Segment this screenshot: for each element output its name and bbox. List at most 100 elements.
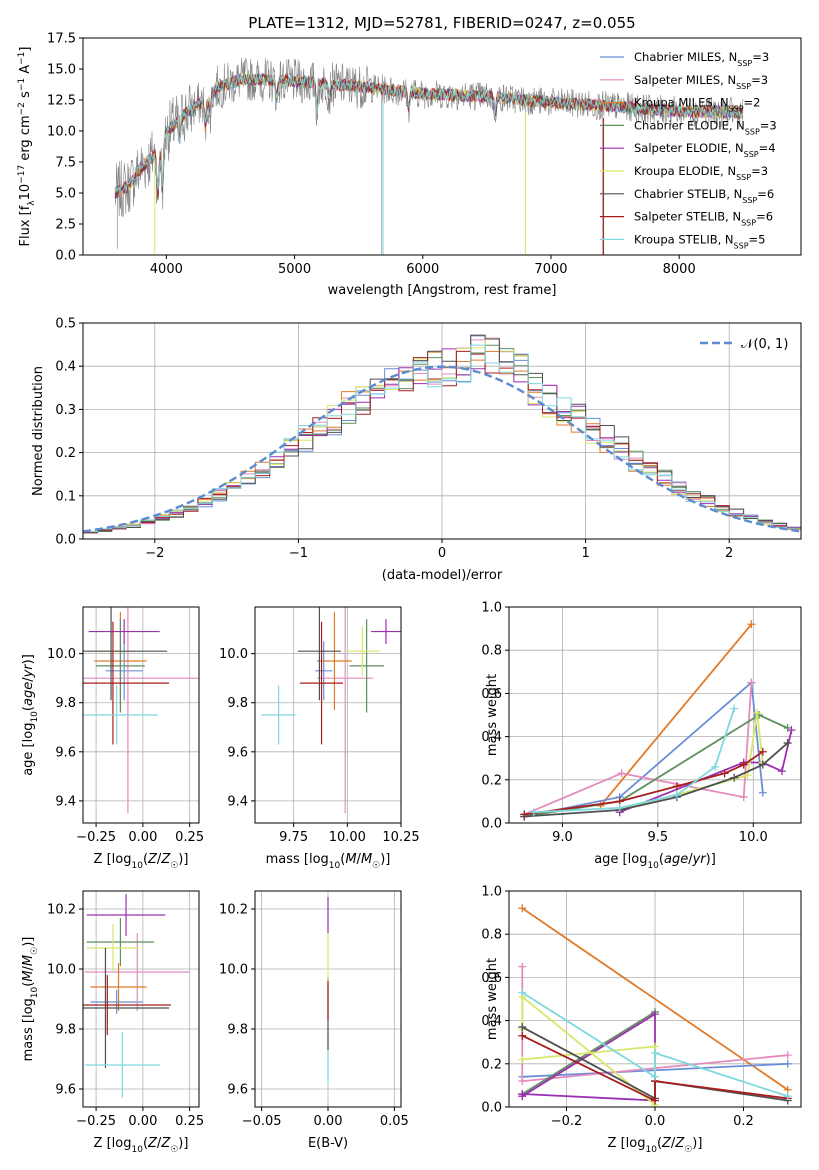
axes-frame [508, 606, 802, 824]
legend-label-text: =3 [751, 164, 768, 178]
plot-area [509, 607, 801, 823]
x-axis-label-part: Z [661, 1136, 672, 1151]
axes-decor: 4000 5000 6000 7000 8000 0.0 2.5 5.0 7.5 10.0 12.5… [17, 32, 802, 298]
y-tick-label: 9.8 [227, 1023, 248, 1038]
errorbar-salpeter-stelib [83, 621, 170, 745]
series-point [672, 782, 681, 791]
series-point [518, 1023, 527, 1032]
x-tick-label: 7000 [534, 262, 567, 277]
x-axis-label: Z [log10(Z/Z☉)] [94, 852, 189, 871]
errorbar-chabrier-elodie [86, 918, 155, 966]
series-point [651, 1010, 659, 1019]
y-tick-label: 1.0 [481, 885, 502, 900]
errorbar-salpeter-miles [84, 933, 190, 1011]
x-axis-label: age [log10(age/yr)] [594, 852, 716, 871]
x-axis-label-part: )] [178, 852, 188, 867]
series-point [787, 726, 796, 735]
series-line [524, 713, 788, 818]
legend-label-text: Salpeter ELODIE, N [634, 141, 744, 155]
x-axis-label-part: Z [674, 1136, 685, 1151]
y-tick-label: 0.1 [55, 489, 76, 504]
legend-label-text: =5 [749, 232, 766, 246]
y-axis-label-part: A [18, 65, 33, 78]
axes-decor: −0.25 0.00 0.259.49.69.810.0Z [log10(Z/Z☉)… [21, 606, 204, 871]
x-axis-label-part: Z [147, 852, 158, 867]
x-axis-label-part: Z [160, 1136, 171, 1151]
x-axis-label-part: / [157, 1136, 162, 1151]
series-point [730, 704, 739, 713]
y-tick-label: 9.4 [227, 794, 248, 809]
y-tick-label: 15.0 [47, 63, 76, 78]
x-tick-label: 0.0 [645, 1114, 666, 1129]
errorbar-kroupa-stelib [84, 1032, 160, 1098]
histogram-step-kroupa-stelib [83, 344, 801, 539]
x-tick-label: 9.5 [648, 830, 669, 845]
y-axis-label-part: −2 [17, 102, 27, 115]
series-point [672, 790, 681, 799]
legend-label-salpeter-elodie: Salpeter ELODIE, NSSP=4 [634, 141, 776, 159]
y-axis-label-part: s [18, 91, 33, 102]
x-tick-label: 5000 [278, 262, 311, 277]
y-tick-label: 9.6 [227, 1083, 248, 1098]
legend-label-text: Chabrier STELIB, N [634, 187, 742, 201]
x-tick-label: 10.25 [382, 830, 419, 845]
x-tick-label: −0.25 [76, 1114, 116, 1129]
y-axis-label-part: erg cm [18, 115, 33, 164]
x-axis-label-part: yr [692, 852, 708, 867]
plot-content [83, 334, 801, 539]
x-axis-label-part: )] [178, 1136, 188, 1151]
x-axis-label-part: Z [147, 1136, 158, 1151]
y-tick-label: 9.8 [55, 1023, 76, 1038]
x-axis-label: mass [log10(M/M☉)] [266, 852, 391, 871]
y-tick-label: 0.0 [481, 1101, 502, 1116]
y-tick-label: 2.5 [55, 218, 76, 233]
y-axis-label: mass [log10(M/M☉)] [21, 937, 40, 1062]
x-tick-label: −1 [289, 546, 308, 561]
series-point [518, 988, 527, 997]
errorbar-salpeter-stelib [83, 975, 171, 1035]
x-axis-label-part: ( [143, 1136, 148, 1151]
y-axis-label-part: )] [21, 937, 36, 947]
errorbar-chabrier-elodie [349, 619, 384, 713]
x-axis-label-part: Z [log [94, 1136, 132, 1151]
y-tick-label: 10.0 [219, 963, 248, 978]
y-tick-label: 0.6 [481, 971, 502, 986]
series-point [739, 760, 748, 769]
errorbar-kroupa-miles [317, 611, 352, 711]
series-point [651, 1072, 659, 1081]
series-point [783, 1059, 792, 1068]
series-point [518, 1077, 527, 1086]
y-tick-label: 0.4 [55, 360, 76, 375]
panel-mass-vs-z: −0.25 0.00 0.259.69.810.010.2Z [log10(Z/Z☉… [21, 890, 204, 1155]
errorbar-salpeter-stelib [300, 621, 344, 745]
legend-label-text: =3 [760, 118, 777, 132]
legend-label-text: Kroupa STELIB, N [634, 232, 734, 246]
x-axis-label-part: )] [380, 852, 390, 867]
errorbar-salpeter-elodie [370, 619, 401, 644]
legend-label-text: Kroupa MILES, N [634, 96, 729, 110]
legend-label-sub: SSP [744, 150, 759, 159]
series-line [619, 712, 764, 811]
x-tick-label: 9.0 [552, 830, 573, 845]
x-axis-label-part: Z [160, 852, 171, 867]
axes-decor: 9.0 9.5 10.0 0.0 0.2 0.4 0.6 0.8 1.0 age [log10(a… [481, 601, 802, 871]
errorbar-salpeter-elodie [88, 619, 160, 644]
axes-decor: −0.05 0.00 0.05 9.6 9.8 10.0 10.2 E(B-V) [219, 890, 409, 1151]
legend-label-kroupa-miles: Kroupa MILES, NSSP=2 [634, 96, 760, 114]
x-axis-label-part: Z [log [608, 1136, 646, 1151]
y-axis-label-part: ] [18, 47, 33, 52]
x-axis-label-part: / [688, 852, 693, 867]
series-line [599, 623, 753, 807]
y-axis-label-part: yr [21, 663, 36, 679]
x-axis-label-part: / [157, 852, 162, 867]
panel-mass-weight-vs-age: 9.0 9.5 10.0 0.0 0.2 0.4 0.6 0.8 1.0 age [log10(a… [481, 601, 802, 871]
y-tick-label: 0.3 [55, 403, 76, 418]
series-point [520, 810, 529, 819]
y-tick-label: 0.4 [481, 730, 502, 745]
x-axis-label-part: ( [143, 852, 148, 867]
legend-label-text: =4 [759, 141, 776, 155]
legend-label-sub: SSP [729, 104, 744, 113]
series-point [711, 762, 720, 771]
legend-label-text: Chabrier ELODIE, N [634, 118, 745, 132]
